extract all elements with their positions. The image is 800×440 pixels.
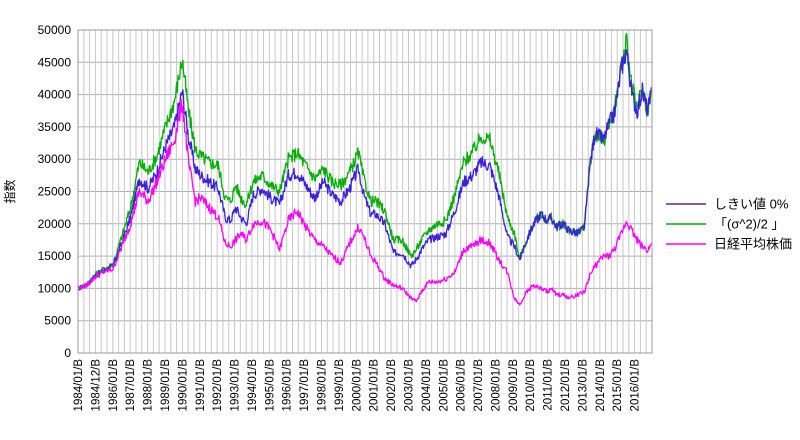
x-tick-label: 2005/01/B xyxy=(438,359,450,412)
x-tick-label: 1989/01/B xyxy=(160,359,172,412)
legend: しきい値 0% 「(σ^2)/2 」日経平均株価 xyxy=(666,197,792,252)
x-tick-label: 2007/01/B xyxy=(473,359,485,412)
x-tick-label: 1995/01/B xyxy=(264,359,276,412)
x-tick-label: 2003/01/B xyxy=(403,359,415,412)
x-tick-label: 1990/01/B xyxy=(177,359,189,412)
x-tick-label: 2004/01/B xyxy=(421,359,433,412)
x-tick-label: 2006/01/B xyxy=(456,359,468,412)
y-tick-label: 10000 xyxy=(38,281,72,295)
x-tick-label: 2014/01/B xyxy=(595,359,607,412)
x-tick-label: 1997/01/B xyxy=(299,359,311,412)
series-lines xyxy=(77,32,653,306)
x-tick-label: 2016/01/B xyxy=(630,359,642,412)
x-tick-label: 1999/01/B xyxy=(334,359,346,412)
x-tick-label: 1986/01/B xyxy=(108,359,120,412)
y-tick-label: 20000 xyxy=(38,217,72,231)
y-tick-label: 50000 xyxy=(38,23,72,37)
y-tick-label: 35000 xyxy=(38,120,72,134)
x-tick-label: 1994/01/B xyxy=(247,359,259,412)
x-tick-label: 1993/01/B xyxy=(230,359,242,412)
x-tick-label: 2015/01/B xyxy=(612,359,624,412)
y-tick-label: 5000 xyxy=(44,314,71,328)
x-tick-label: 1987/01/B xyxy=(125,359,137,412)
x-tick-label: 1996/01/B xyxy=(282,359,294,412)
y-axis-ticks: 0 5000 10000 15000 20000 25000 30000 35000 40000… xyxy=(38,23,72,360)
x-tick-label: 2012/01/B xyxy=(560,359,572,412)
x-tick-label: 2001/01/B xyxy=(369,359,381,412)
x-tick-label: 2008/01/B xyxy=(490,359,502,412)
plot-frame xyxy=(77,29,653,354)
x-tick-label: 2002/01/B xyxy=(386,359,398,412)
x-tick-label: 1984/12/B xyxy=(90,359,102,412)
x-tick-label: 1988/01/B xyxy=(143,359,155,412)
legend-entry-1: 「(σ^2)/2 」 xyxy=(714,217,784,232)
y-tick-label: 15000 xyxy=(38,249,72,263)
y-tick-label: 0 xyxy=(64,346,71,360)
x-tick-label: 2010/01/B xyxy=(525,359,537,412)
x-tick-label: 1984/01/B xyxy=(73,359,85,412)
y-tick-label: 45000 xyxy=(38,55,72,69)
legend-entry-2: 日経平均株価 xyxy=(714,237,792,252)
y-tick-label: 30000 xyxy=(38,152,72,166)
x-tick-label: 1998/01/B xyxy=(317,359,329,412)
x-tick-label: 2013/01/B xyxy=(577,359,589,412)
x-tick-label: 2011/01/B xyxy=(543,359,555,411)
x-tick-label: 1992/01/B xyxy=(212,359,224,412)
y-axis-label: 指数 xyxy=(2,179,17,203)
x-tick-label: 2000/01/B xyxy=(351,359,363,412)
y-tick-label: 25000 xyxy=(38,185,72,199)
y-tick-label: 40000 xyxy=(38,88,72,102)
series-line-0 xyxy=(77,49,653,291)
series-line-2 xyxy=(77,98,653,306)
x-tick-label: 2009/01/B xyxy=(508,359,520,412)
x-tick-label: 1991/01/B xyxy=(195,359,207,412)
legend-entry-0: しきい値 0% xyxy=(714,197,789,212)
plot-grid xyxy=(77,29,653,354)
x-axis-ticks: 1984/01/B 1984/12/B 1986/01/B 1987/01/B 1988… xyxy=(73,359,642,412)
